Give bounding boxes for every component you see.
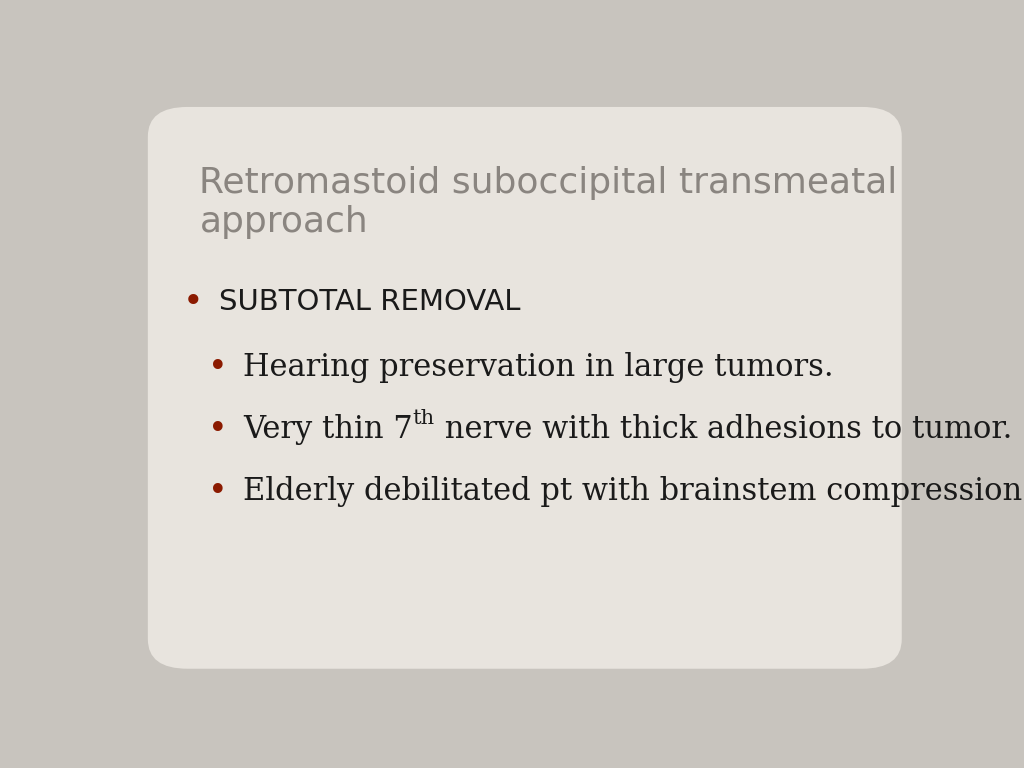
Text: •: • — [208, 475, 227, 508]
Text: SUBTOTAL REMOVAL: SUBTOTAL REMOVAL — [219, 288, 521, 316]
Text: th: th — [413, 409, 435, 428]
Text: nerve with thick adhesions to tumor.: nerve with thick adhesions to tumor. — [435, 414, 1013, 445]
Text: Retromastoid suboccipital transmeatal: Retromastoid suboccipital transmeatal — [200, 166, 898, 200]
Text: Elderly debilitated pt with brainstem compression.: Elderly debilitated pt with brainstem co… — [243, 476, 1024, 507]
Text: Hearing preservation in large tumors.: Hearing preservation in large tumors. — [243, 352, 834, 382]
Text: approach: approach — [200, 204, 369, 239]
FancyBboxPatch shape — [147, 107, 902, 669]
Text: Very thin 7: Very thin 7 — [243, 414, 413, 445]
Text: •: • — [208, 351, 227, 384]
Text: •: • — [208, 412, 227, 445]
Text: •: • — [182, 285, 204, 319]
